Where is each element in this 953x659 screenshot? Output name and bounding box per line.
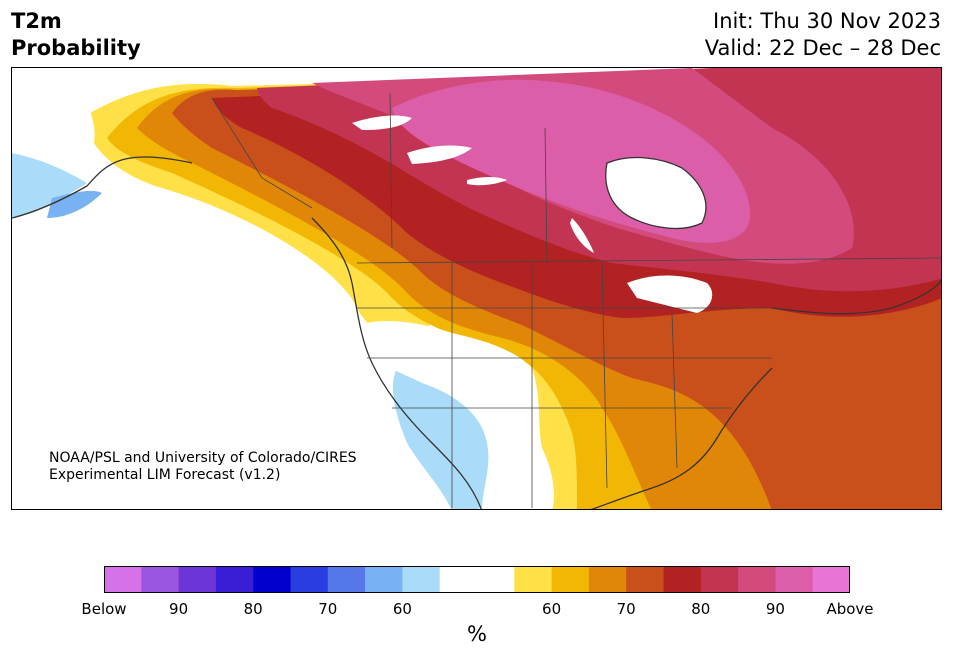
colorbar-tick-label: 90 <box>169 600 189 618</box>
colorbar-swatch <box>141 566 180 593</box>
data-credit: NOAA/PSL and University of Colorado/CIRE… <box>49 450 357 484</box>
init-date: Init: Thu 30 Nov 2023 <box>713 9 941 33</box>
colorbar-tick-label: 70 <box>318 600 338 618</box>
great-slave-lake <box>407 145 472 164</box>
colorbar <box>104 566 850 593</box>
colorbar-swatch <box>775 566 814 593</box>
colorbar-tick-label: 70 <box>616 600 636 618</box>
colorbar-swatch <box>365 566 403 593</box>
colorbar-swatch <box>663 566 702 593</box>
colorbar-swatch <box>626 566 664 593</box>
colorbar-swatch <box>738 566 776 593</box>
colorbar-swatch <box>178 566 217 593</box>
colorbar-unit: % <box>467 622 487 646</box>
colorbar-tick-label: 60 <box>392 600 412 618</box>
colorbar-swatch <box>104 566 142 593</box>
forecast-map <box>11 67 942 510</box>
colorbar-swatch <box>588 566 627 593</box>
band-60-below-alaska <box>12 153 87 218</box>
lake-athabasca <box>467 177 507 186</box>
map-canvas <box>12 68 941 509</box>
colorbar-swatch <box>812 566 850 593</box>
valid-period: Valid: 22 Dec – 28 Dec <box>704 36 941 60</box>
colorbar-tick-label: 60 <box>542 600 562 618</box>
political-boundaries <box>211 92 941 508</box>
colorbar-tick-label: Below <box>81 600 127 618</box>
coastlines <box>12 156 941 509</box>
variable-name: T2m <box>11 9 62 33</box>
colorbar-swatch <box>253 566 291 593</box>
great-bear-lake <box>352 115 412 130</box>
colorbar-tick-label: 80 <box>691 600 711 618</box>
colorbar-tick-label: 80 <box>243 600 263 618</box>
colorbar-swatch <box>327 566 366 593</box>
credit-line-1: NOAA/PSL and University of Colorado/CIRE… <box>49 450 357 466</box>
lake-winnipeg <box>570 218 594 253</box>
great-lakes <box>627 275 713 313</box>
colorbar-swatch <box>402 566 441 593</box>
colorbar-swatch <box>477 566 515 593</box>
band-60-below-gulf <box>47 190 102 218</box>
colorbar-border <box>104 566 850 593</box>
forecast-dates: Init: Thu 30 Nov 2023 Valid: 22 Dec – 28… <box>705 8 941 62</box>
colorbar-swatch <box>514 566 553 593</box>
map-title: T2m Probability <box>11 8 141 62</box>
near-normal-western-us <box>367 321 554 509</box>
near-normal-alaska-west <box>12 93 95 161</box>
colorbar-tick-label: Above <box>826 600 874 618</box>
colorbar-swatch <box>215 566 254 593</box>
product-name: Probability <box>11 36 141 60</box>
colorbar-swatch <box>290 566 329 593</box>
credit-line-2: Experimental LIM Forecast (v1.2) <box>49 467 281 483</box>
colorbar-tick-label: 90 <box>765 600 785 618</box>
colorbar-swatch <box>551 566 590 593</box>
near-normal-hudson-bay <box>605 157 706 229</box>
colorbar-swatch <box>439 566 478 593</box>
colorbar-swatch <box>700 566 739 593</box>
